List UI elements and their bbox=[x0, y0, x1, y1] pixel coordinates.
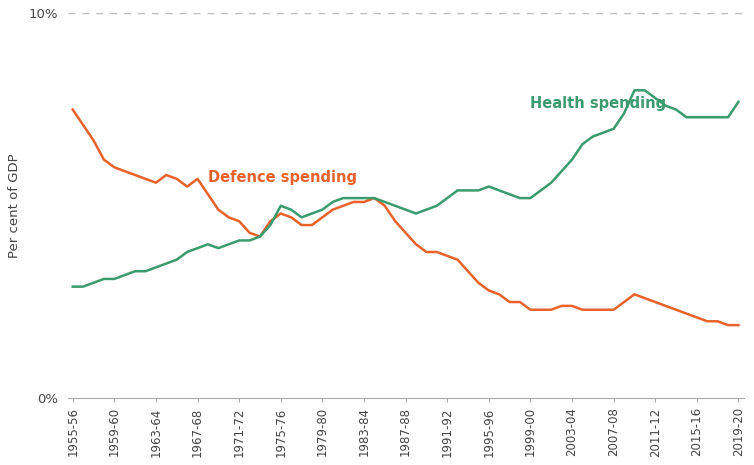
Y-axis label: Per cent of GDP: Per cent of GDP bbox=[8, 153, 21, 258]
Text: Health spending: Health spending bbox=[530, 97, 667, 112]
Text: Defence spending: Defence spending bbox=[208, 170, 357, 185]
